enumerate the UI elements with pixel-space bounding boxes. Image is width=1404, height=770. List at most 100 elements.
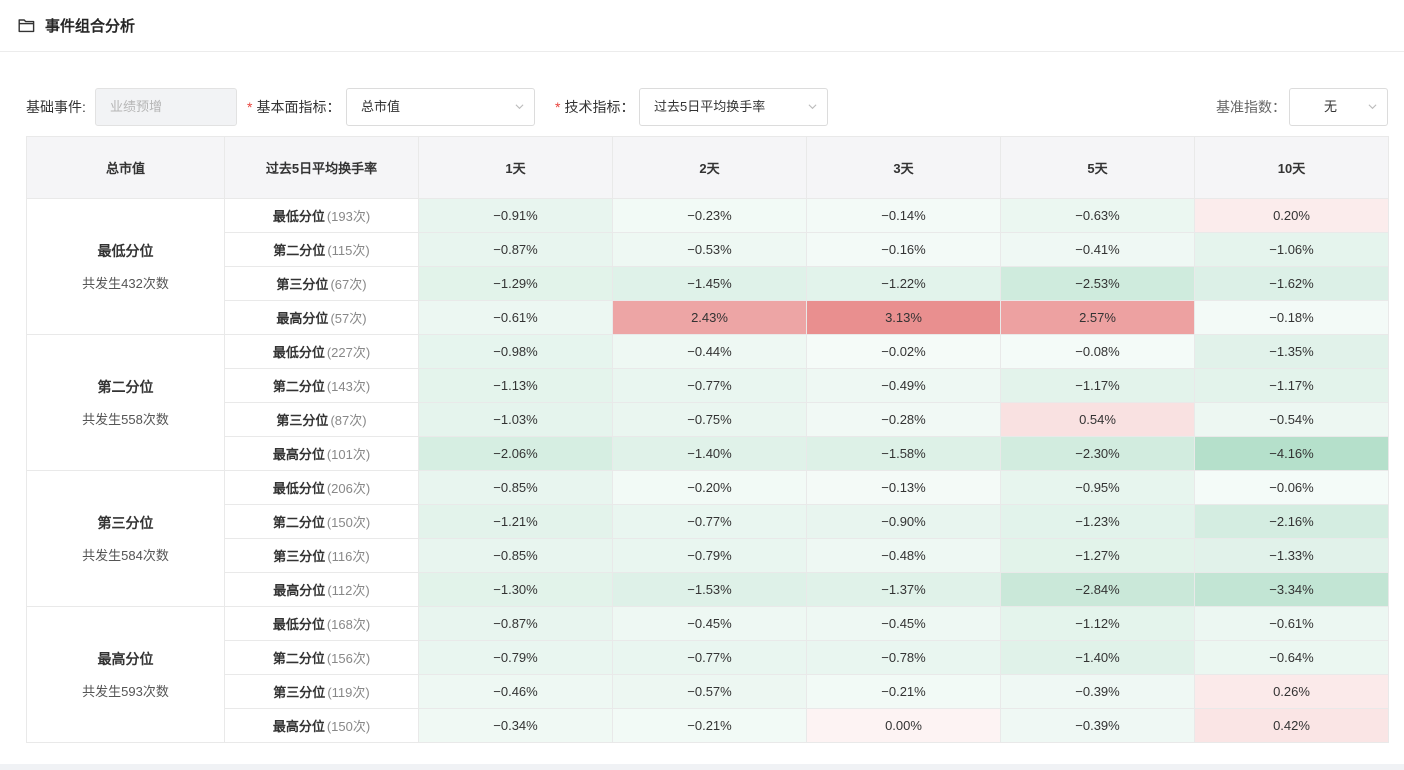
table-row: 第二分位 (115次) −0.87% −0.53% −0.16% −0.41% −1.06% <box>27 232 1389 267</box>
value-cell: −4.16% <box>1194 436 1389 471</box>
value-cell: −0.87% <box>418 606 613 641</box>
row-name: 第三分位 <box>276 277 329 292</box>
benchmark-label: 基准指数： <box>1216 99 1286 115</box>
value-cell: −0.91% <box>418 198 613 233</box>
col-header-turnover: 过去5日平均换手率 <box>224 136 419 199</box>
value-cell: −0.77% <box>612 640 807 675</box>
chevron-down-icon <box>808 104 817 110</box>
value-cell: −0.14% <box>806 198 1001 233</box>
group-name: 第三分位 <box>97 515 154 531</box>
col-header-3d: 3天 <box>806 136 1001 199</box>
col-header-1d: 1天 <box>418 136 613 199</box>
row-count: (67次) <box>330 277 367 292</box>
value-cell: −0.21% <box>806 674 1001 709</box>
value-cell: −0.64% <box>1194 640 1389 675</box>
value-cell: −1.40% <box>1000 640 1195 675</box>
panel-header: 事件组合分析 <box>0 0 1404 52</box>
value-cell: −0.77% <box>612 504 807 539</box>
row-count: (57次) <box>330 311 367 326</box>
row-label: 最高分位 (112次) <box>224 572 419 607</box>
value-cell: 0.42% <box>1194 708 1389 743</box>
row-count: (150次) <box>326 515 371 530</box>
folder-icon <box>18 19 35 33</box>
value-cell: −0.78% <box>806 640 1001 675</box>
table-row: 第三分位 (87次) −1.03% −0.75% −0.28% 0.54% −0.54% <box>27 402 1389 437</box>
table-row: 第二分位 (143次) −1.13% −0.77% −0.49% −1.17% −1.17% <box>27 368 1389 403</box>
value-cell: −2.84% <box>1000 572 1195 607</box>
table-body: 最低分位 共发生432次数 最低分位 (193次) −0.91% −0.23% −0.14%… <box>26 198 1389 743</box>
table-header-row: 总市值 过去5日平均换手率 1天 2天 3天 5天 10天 <box>26 136 1389 199</box>
group-count: 共发生432次数 <box>82 276 169 291</box>
required-mark: * <box>555 99 561 115</box>
combination-table: 总市值 过去5日平均换手率 1天 2天 3天 5天 10天 最低分位共发生432… <box>26 136 1389 743</box>
value-cell: −0.85% <box>418 538 613 573</box>
value-cell: −1.17% <box>1194 368 1389 403</box>
value-cell: −0.39% <box>1000 674 1195 709</box>
table-row: 第二分位 (150次) −1.21% −0.77% −0.90% −1.23% −2.16% <box>27 504 1389 539</box>
row-name: 最低分位 <box>272 209 325 224</box>
value-cell: −0.79% <box>612 538 807 573</box>
row-name: 最低分位 <box>272 617 325 632</box>
value-cell: −0.63% <box>1000 198 1195 233</box>
table-row: 最高分位 (101次) −2.06% −1.40% −1.58% −2.30% −4.16% <box>27 436 1389 471</box>
row-label: 最低分位 (206次) <box>224 470 419 505</box>
base-event-field: 业绩预增 <box>95 88 237 126</box>
col-header-market-cap: 总市值 <box>26 136 225 199</box>
value-cell: 0.54% <box>1000 402 1195 437</box>
technical-label-text: 技术指标： <box>564 99 635 115</box>
table-row: 最高分位 (57次) −0.61% 2.43% 3.13% 2.57% −0.18% <box>27 300 1389 335</box>
value-cell: −0.61% <box>418 300 613 335</box>
value-cell: −0.21% <box>612 708 807 743</box>
value-cell: −1.21% <box>418 504 613 539</box>
value-cell: 2.43% <box>612 300 807 335</box>
row-name: 第二分位 <box>272 651 325 666</box>
value-cell: −0.46% <box>418 674 613 709</box>
row-name: 最高分位 <box>276 311 329 326</box>
technical-label: * 技术指标： <box>555 88 634 126</box>
group-name: 最高分位 <box>97 651 154 667</box>
row-label: 最高分位 (101次) <box>224 436 419 471</box>
value-cell: −0.48% <box>806 538 1001 573</box>
fundamental-label-text: 基本面指标： <box>256 99 341 115</box>
row-name: 第三分位 <box>276 413 329 428</box>
row-name: 最高分位 <box>272 719 325 734</box>
value-cell: −0.95% <box>1000 470 1195 505</box>
row-count: (168次) <box>326 617 371 632</box>
value-cell: −1.06% <box>1194 232 1389 267</box>
row-count: (193次) <box>326 209 371 224</box>
row-count: (101次) <box>326 447 371 462</box>
row-label: 第二分位 (143次) <box>224 368 419 403</box>
value-cell: 0.20% <box>1194 198 1389 233</box>
col-header-10d: 10天 <box>1194 136 1389 199</box>
bottom-divider <box>0 764 1404 770</box>
chevron-down-icon <box>1368 104 1377 110</box>
row-count: (206次) <box>326 481 371 496</box>
value-cell: 2.57% <box>1000 300 1195 335</box>
value-cell: −1.29% <box>418 266 613 301</box>
value-cell: −0.90% <box>806 504 1001 539</box>
value-cell: −0.08% <box>1000 334 1195 369</box>
value-cell: −0.57% <box>612 674 807 709</box>
value-cell: −0.79% <box>418 640 613 675</box>
fundamental-select[interactable]: 总市值 <box>346 88 535 126</box>
value-cell: −0.45% <box>806 606 1001 641</box>
row-name: 最高分位 <box>273 583 326 598</box>
row-name: 第二分位 <box>272 379 325 394</box>
technical-select[interactable]: 过去5日平均换手率 <box>639 88 828 126</box>
value-cell: −2.06% <box>418 436 613 471</box>
group-count: 共发生593次数 <box>82 684 169 699</box>
value-cell: −0.16% <box>806 232 1001 267</box>
value-cell: 0.00% <box>806 708 1001 743</box>
value-cell: −0.20% <box>612 470 807 505</box>
group-count: 共发生584次数 <box>82 548 169 563</box>
row-label: 最低分位 (168次) <box>224 606 419 641</box>
row-count: (112次) <box>327 583 370 598</box>
col-header-5d: 5天 <box>1000 136 1195 199</box>
row-label: 最低分位 (227次) <box>224 334 419 369</box>
row-count: (116次) <box>327 549 370 564</box>
row-label: 最低分位 (193次) <box>224 198 419 233</box>
benchmark-select[interactable]: 无 <box>1289 88 1388 126</box>
group-name: 第二分位 <box>97 379 154 395</box>
value-cell: −1.35% <box>1194 334 1389 369</box>
row-label: 第三分位 (116次) <box>224 538 419 573</box>
